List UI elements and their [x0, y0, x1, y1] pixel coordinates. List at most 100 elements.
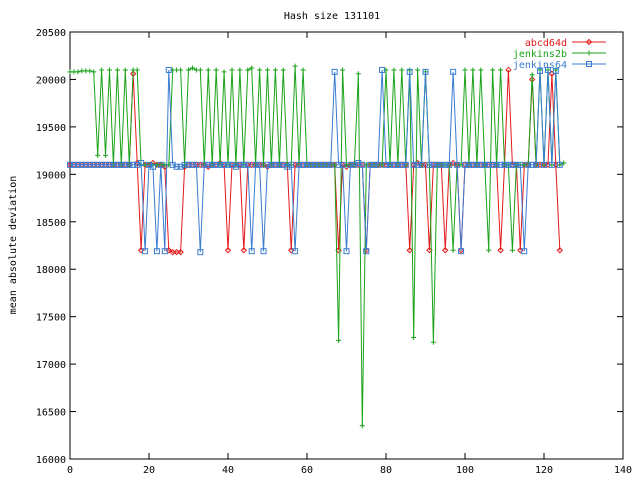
jenkins2b-point: [245, 67, 251, 73]
legend-marker-abcd64d: [585, 38, 593, 46]
jenkins64-point: [355, 159, 362, 166]
abcd64d-point: [406, 247, 413, 254]
jenkins2b-point: [237, 67, 243, 73]
y-tick-label: 18000: [36, 265, 66, 276]
jenkins64-point: [161, 248, 168, 255]
y-tick-label: 16000: [36, 455, 66, 466]
jenkins64-point: [146, 161, 152, 168]
jenkins64-point: [90, 161, 97, 168]
jenkins64-point: [375, 161, 382, 168]
jenkins64-point: [193, 161, 200, 168]
jenkins2b-point: [292, 63, 298, 69]
jenkins64-point: [402, 161, 409, 168]
jenkins64-point: [106, 161, 113, 168]
jenkins64-point: [86, 161, 93, 168]
jenkins64-point: [359, 161, 366, 168]
y-tick-label: 18500: [36, 218, 66, 229]
jenkins64-point: [304, 161, 310, 168]
x-tick-label: 80: [380, 465, 392, 476]
jenkins2b-point: [300, 67, 306, 73]
x-tick-label: 40: [222, 465, 234, 476]
jenkins64-point: [489, 161, 496, 168]
jenkins64-point: [181, 161, 188, 168]
jenkins64-point: [197, 249, 204, 256]
jenkins2b-point: [186, 67, 191, 73]
jenkins64-point: [228, 161, 235, 168]
jenkins64-point: [426, 161, 433, 168]
legend-label-abcd64d: abcd64d: [525, 38, 567, 49]
y-tick-label: 17500: [36, 313, 66, 324]
y-tick-label: 19000: [36, 170, 66, 181]
y-tick-label: 20500: [36, 28, 66, 39]
jenkins64-point: [268, 161, 275, 168]
abcd64d-point: [505, 66, 512, 74]
jenkins2b-point: [229, 67, 235, 73]
plot-border: [69, 31, 624, 460]
y-tick-label: 20000: [36, 75, 66, 86]
jenkins64-point: [458, 248, 465, 255]
jenkins64-point: [331, 68, 338, 75]
jenkins64-point: [513, 161, 520, 168]
jenkins64-point: [434, 161, 441, 168]
axes: 0 20 40 60 80 100 120 140 16000 16500 17000 17500 18…: [36, 28, 632, 476]
jenkins64-point: [177, 163, 184, 170]
jenkins64-point: [284, 163, 291, 170]
jenkins64-point: [394, 161, 401, 168]
legend-marker-jenkins64: [586, 61, 592, 67]
y-axis-label: mean absolute deviation: [8, 176, 19, 314]
jenkins64-point: [390, 161, 397, 168]
jenkins64-point: [221, 161, 228, 168]
jenkins2b-point: [462, 67, 468, 73]
jenkins64-point: [185, 161, 192, 168]
jenkins64-point: [70, 161, 77, 168]
jenkins2b-point: [265, 67, 270, 73]
jenkins64-point: [497, 161, 504, 168]
jenkins2b-point: [249, 65, 255, 71]
jenkins64-point: [529, 161, 536, 168]
jenkins2b-point: [498, 67, 504, 73]
jenkins2b-point: [391, 67, 397, 73]
jenkins2b-point: [430, 339, 436, 345]
jenkins64-point: [189, 161, 196, 168]
jenkins64-point: [343, 248, 350, 255]
jenkins64-point: [347, 161, 354, 168]
jenkins2b-point: [336, 337, 342, 343]
jenkins64-point: [327, 161, 334, 168]
jenkins64-point: [371, 161, 378, 168]
jenkins64-point: [248, 248, 255, 255]
jenkins64-point: [351, 161, 358, 168]
jenkins64-point: [537, 67, 544, 74]
jenkins64-point: [410, 161, 417, 168]
jenkins64-point: [398, 161, 405, 168]
jenkins2b-point: [178, 67, 184, 73]
jenkins64-point: [169, 161, 176, 168]
jenkins64-point: [296, 161, 303, 168]
jenkins64-point: [126, 161, 133, 168]
jenkins64-point: [114, 161, 121, 168]
legend-label-jenkins2b: jenkins2b: [513, 49, 567, 60]
jenkins64-point: [477, 161, 484, 168]
jenkins64-point: [379, 66, 386, 73]
jenkins64-point: [142, 248, 149, 255]
jenkins2b-point: [470, 67, 476, 73]
jenkins64-point: [244, 161, 251, 168]
jenkins64-point: [256, 161, 263, 168]
y-tick-label: 19500: [36, 123, 66, 134]
abcd64d-point: [457, 247, 465, 254]
jenkins64-point: [418, 161, 425, 168]
jenkins2b-point: [91, 69, 97, 75]
jenkins64-point: [280, 161, 287, 168]
jenkins64-point: [406, 68, 413, 75]
legend-label-jenkins64: jenkins64: [513, 60, 567, 71]
jenkins2b-point: [205, 67, 211, 73]
abcd64d-point: [224, 247, 232, 254]
jenkins2b-point: [95, 152, 101, 158]
jenkins2b-point: [411, 335, 417, 341]
jenkins64-point: [94, 161, 101, 168]
jenkins64-point: [173, 163, 180, 170]
jenkins64-point: [509, 161, 516, 168]
jenkins64-point: [367, 161, 374, 168]
jenkins64-point: [438, 161, 445, 168]
jenkins64-point: [134, 161, 141, 168]
jenkins64-point: [236, 161, 243, 168]
